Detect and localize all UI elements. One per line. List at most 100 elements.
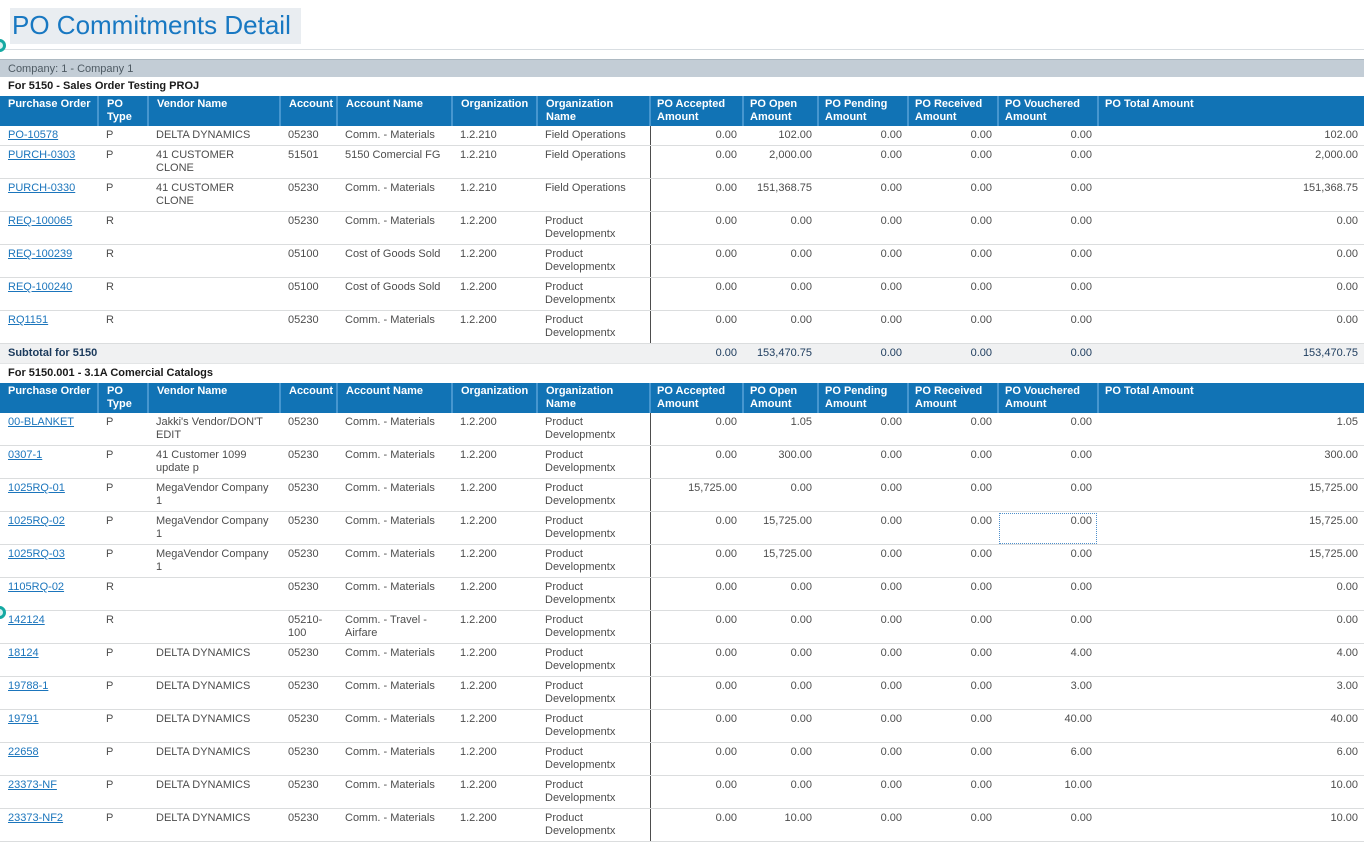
po-link[interactable]: 1025RQ-02 bbox=[8, 515, 65, 527]
vendor-cell: DELTA DYNAMICS bbox=[148, 709, 280, 743]
organization-name-cell: Product Developmentx bbox=[537, 277, 650, 311]
organization-name-cell: Product Developmentx bbox=[537, 445, 650, 479]
amount-cell: 0.00 bbox=[908, 709, 998, 743]
account-name-cell: Comm. - Materials bbox=[337, 310, 452, 344]
amount-cell: 0.00 bbox=[908, 277, 998, 311]
vendor-cell: DELTA DYNAMICS bbox=[148, 676, 280, 710]
amount-cell: 0.00 bbox=[998, 145, 1098, 179]
company-bar: Company: 1 - Company 1 bbox=[0, 59, 1364, 77]
po-cell: 00-BLANKET bbox=[0, 413, 98, 446]
po-link[interactable]: PURCH-0303 bbox=[8, 149, 76, 161]
header-divider bbox=[0, 49, 1364, 50]
account-cell: 05230 bbox=[280, 643, 337, 677]
account-cell: 05230 bbox=[280, 478, 337, 512]
amount-cell: 0.00 bbox=[1098, 244, 1364, 278]
organization-name-cell: Product Developmentx bbox=[537, 577, 650, 611]
po-link[interactable]: 1025RQ-01 bbox=[8, 482, 65, 494]
table-row: 19788-1 P DELTA DYNAMICS 05230 Comm. - Mater… bbox=[0, 676, 1364, 710]
amount-cell: 0.00 bbox=[998, 478, 1098, 512]
amount-cell: 0.00 bbox=[649, 277, 743, 311]
vendor-cell bbox=[148, 577, 280, 611]
organization-cell: 1.2.200 bbox=[452, 775, 537, 809]
vendor-cell: DELTA DYNAMICS bbox=[148, 808, 280, 842]
organization-name-cell: Product Developmentx bbox=[537, 511, 650, 545]
po-type-cell: P bbox=[98, 709, 148, 743]
vendor-cell: DELTA DYNAMICS bbox=[148, 775, 280, 809]
account-cell: 05230 bbox=[280, 775, 337, 809]
po-link[interactable]: 19788-1 bbox=[8, 680, 49, 692]
amount-cell: 15,725.00 bbox=[743, 511, 818, 545]
table-row: REQ-100240 R 05100 Cost of Goods Sold 1.2.20… bbox=[0, 277, 1364, 311]
report-sections: For 5150 - Sales Order Testing PROJ Purch… bbox=[0, 77, 1364, 842]
table-row: 23373-NF2 P DELTA DYNAMICS 05230 Comm. - Mat… bbox=[0, 808, 1364, 842]
amount-cell: 40.00 bbox=[1098, 709, 1364, 743]
amount-cell: 15,725.00 bbox=[649, 478, 743, 512]
po-link[interactable]: REQ-100240 bbox=[8, 281, 73, 293]
subtotal-amount-cell: 0.00 bbox=[650, 343, 743, 364]
amount-cell: 15,725.00 bbox=[1098, 511, 1364, 545]
po-link[interactable]: 19791 bbox=[8, 713, 39, 725]
amount-cell: 10.00 bbox=[743, 808, 818, 842]
amount-cell: 0.00 bbox=[818, 709, 908, 743]
amount-cell: 0.00 bbox=[998, 211, 1098, 245]
po-link[interactable]: 18124 bbox=[8, 647, 39, 659]
amount-cell: 4.00 bbox=[998, 643, 1098, 677]
amount-cell: 0.00 bbox=[818, 478, 908, 512]
amount-cell: 0.00 bbox=[818, 511, 908, 545]
po-link[interactable]: 1025RQ-03 bbox=[8, 548, 65, 560]
vendor-cell bbox=[148, 310, 280, 344]
account-name-cell: Cost of Goods Sold bbox=[337, 244, 452, 278]
amount-cell: 0.00 bbox=[649, 211, 743, 245]
column-header: PO Type bbox=[97, 96, 148, 126]
po-link[interactable]: RQ1151 bbox=[8, 314, 49, 326]
amount-cell: 40.00 bbox=[998, 709, 1098, 743]
po-link[interactable]: 22658 bbox=[8, 746, 39, 758]
table-row: RQ1151 R 05230 Comm. - Materials 1.2.200 Prod… bbox=[0, 310, 1364, 344]
amount-cell: 0.00 bbox=[998, 310, 1098, 344]
po-link[interactable]: REQ-100065 bbox=[8, 215, 73, 227]
account-name-cell: Comm. - Materials bbox=[337, 445, 452, 479]
organization-cell: 1.2.200 bbox=[452, 445, 537, 479]
table-row: 19791 P DELTA DYNAMICS 05230 Comm. - Materia… bbox=[0, 709, 1364, 743]
vendor-cell: 41 CUSTOMER CLONE bbox=[148, 145, 280, 179]
organization-name-cell: Field Operations bbox=[537, 145, 650, 179]
section-heading: For 5150.001 - 3.1A Comercial Catalogs bbox=[0, 364, 1364, 383]
po-type-cell: R bbox=[98, 244, 148, 278]
vendor-cell: MegaVendor Company 1 bbox=[148, 544, 280, 578]
account-cell: 05230 bbox=[280, 211, 337, 245]
po-link[interactable]: 0307-1 bbox=[8, 449, 43, 461]
vendor-cell: DELTA DYNAMICS bbox=[148, 643, 280, 677]
amount-cell: 0.00 bbox=[908, 145, 998, 179]
account-name-cell: Comm. - Materials bbox=[337, 478, 452, 512]
amount-cell: 0.00 bbox=[818, 310, 908, 344]
amount-cell: 0.00 bbox=[908, 211, 998, 245]
po-link[interactable]: 23373-NF bbox=[8, 779, 57, 791]
commitments-table: Purchase Order PO Type Vendor Name Account A… bbox=[0, 383, 1364, 842]
account-cell: 05230 bbox=[280, 178, 337, 212]
column-header: Purchase Order bbox=[0, 96, 98, 126]
account-cell: 05230 bbox=[280, 742, 337, 776]
amount-cell: 0.00 bbox=[649, 676, 743, 710]
po-link[interactable]: PO-10578 bbox=[8, 129, 59, 141]
amount-cell: 0.00 bbox=[908, 413, 998, 446]
vendor-cell: DELTA DYNAMICS bbox=[148, 126, 280, 146]
amount-cell: 0.00 bbox=[649, 577, 743, 611]
column-header: PO Received Amount bbox=[907, 96, 998, 126]
amount-cell: 0.00 bbox=[908, 610, 998, 644]
amount-cell: 0.00 bbox=[649, 445, 743, 479]
amount-cell: 0.00 bbox=[649, 413, 743, 446]
amount-cell: 102.00 bbox=[743, 126, 818, 146]
po-link[interactable]: 142124 bbox=[8, 614, 45, 626]
amount-cell: 2,000.00 bbox=[743, 145, 818, 179]
po-link[interactable]: 1105RQ-02 bbox=[8, 581, 65, 593]
table-row: REQ-100239 R 05100 Cost of Goods Sold 1.2.20… bbox=[0, 244, 1364, 278]
po-link[interactable]: REQ-100239 bbox=[8, 248, 73, 260]
po-link[interactable]: 00-BLANKET bbox=[8, 416, 75, 428]
amount-cell: 4.00 bbox=[1098, 643, 1364, 677]
amount-cell: 0.00 bbox=[908, 244, 998, 278]
po-link[interactable]: PURCH-0330 bbox=[8, 182, 76, 194]
amount-cell: 0.00 bbox=[908, 742, 998, 776]
amount-cell: 0.00 bbox=[908, 511, 998, 545]
amount-cell: 0.00 bbox=[743, 211, 818, 245]
po-link[interactable]: 23373-NF2 bbox=[8, 812, 64, 824]
